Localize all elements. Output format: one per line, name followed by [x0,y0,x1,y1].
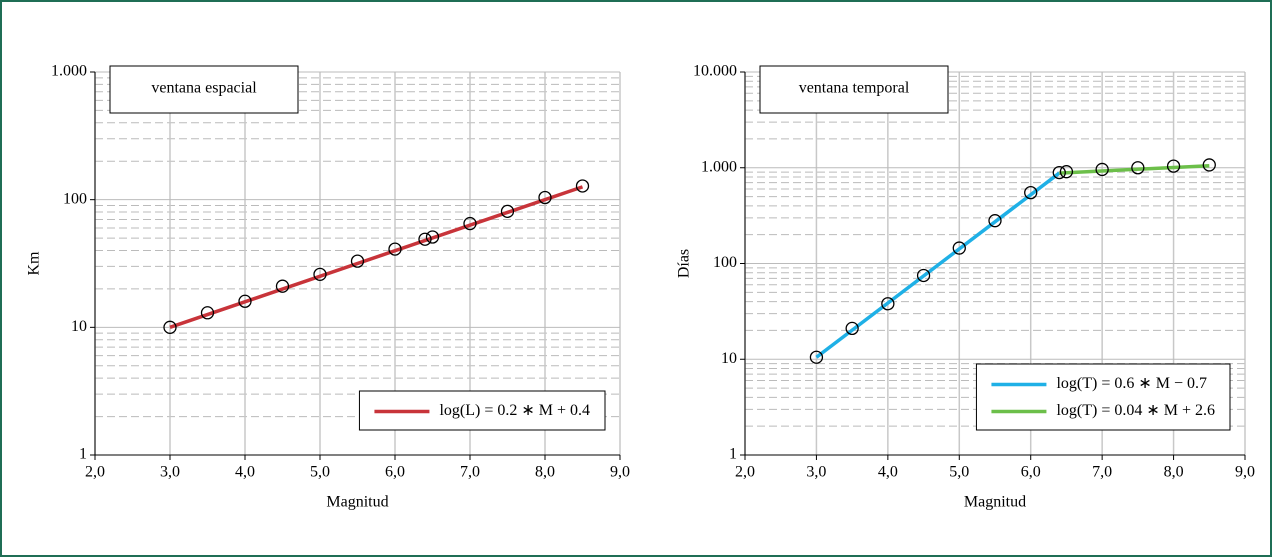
data-point [1052,165,1066,180]
legend-label: log(T) = 0.6 ∗ M − 0.7 [1056,375,1207,392]
x-tick-label: 2,0 [735,464,755,481]
y-tick-label: 100 [713,254,737,271]
x-tick-label: 3,0 [806,464,826,481]
data-point [388,242,402,256]
legend: log(L) = 0.2 ∗ M + 0.4 [358,390,606,431]
annotation: ventana espacial [151,80,257,97]
x-tick-label: 5,0 [949,464,969,481]
data-point [313,267,327,282]
series-line [1059,163,1210,175]
data-point [575,179,590,193]
x-axis-label: Magnitud [964,494,1026,511]
data-point [988,214,1002,228]
data-point [418,232,432,246]
data-point [916,268,931,283]
data-point [809,350,824,364]
data-point [425,230,440,244]
series-line [815,171,1061,359]
data-point [1059,165,1074,179]
y-tick-label: 1 [729,446,737,463]
y-tick-label: 100 [63,190,87,207]
y-axis-label: Días [676,249,693,278]
x-tick-label: 7,0 [460,464,480,481]
data-point [1202,158,1216,172]
y-tick-label: 1.000 [51,63,87,80]
data-point [200,306,215,320]
y-tick-label: 10.000 [693,63,737,80]
y-tick-label: 1 [79,446,87,463]
data-point [845,321,859,336]
data-point [500,204,515,219]
data-point [1024,185,1038,200]
data-point [1166,159,1181,173]
data-point [1131,161,1145,175]
data-point [275,279,290,293]
x-tick-label: 2,0 [85,464,105,481]
data-point [538,190,552,205]
x-tick-label: 3,0 [160,464,180,481]
x-tick-label: 9,0 [1235,464,1255,481]
data-point [238,294,252,308]
x-tick-label: 6,0 [385,464,405,481]
legend: log(T) = 0.6 ∗ M − 0.7 log(T) = 0.04 ∗ M … [975,363,1231,431]
legend-label: log(T) = 0.04 ∗ M + 2.6 [1056,402,1215,419]
legend-label: log(L) = 0.2 ∗ M + 0.4 [439,402,590,419]
annotation-box [109,65,299,114]
x-axis-label: Magnitud [326,494,388,511]
x-tick-label: 7,0 [1092,464,1112,481]
data-point [350,254,365,268]
y-tick-label: 1.000 [701,158,737,175]
y-tick-label: 10 [721,350,737,367]
x-tick-label: 6,0 [1021,464,1041,481]
x-tick-label: 8,0 [1164,464,1184,481]
data-point [163,320,177,334]
data-point [1095,162,1109,177]
x-tick-label: 4,0 [235,464,255,481]
data-point [463,216,477,231]
annotation-box [759,65,949,114]
x-tick-label: 8,0 [535,464,555,481]
y-axis-label: Km [26,251,43,276]
x-tick-label: 4,0 [878,464,898,481]
x-tick-label: 9,0 [610,464,630,481]
annotation: ventana temporal [799,80,910,97]
x-tick-label: 5,0 [310,464,330,481]
y-tick-label: 10 [71,318,87,335]
data-point [952,241,966,255]
legend-box [975,363,1231,431]
data-point [881,297,895,311]
